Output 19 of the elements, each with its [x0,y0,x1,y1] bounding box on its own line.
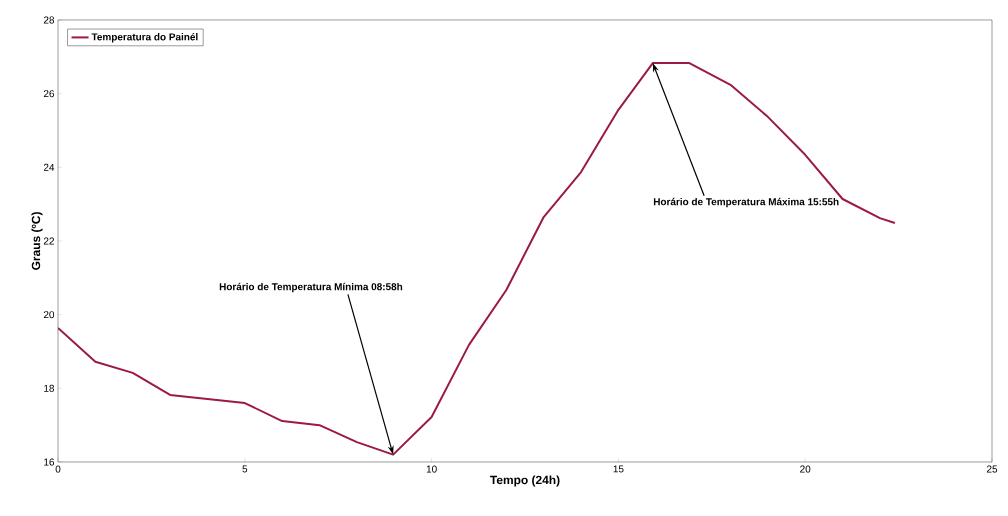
y-axis-title: Graus (ºC) [31,212,43,270]
y-tick-label: 26 [43,90,55,98]
x-axis-title: Tempo (24h) [490,475,560,487]
y-tick-label: 20 [43,311,55,319]
x-tick-label: 5 [242,465,248,473]
y-tick-label: 28 [43,16,55,24]
y-tick-label: 18 [44,384,55,392]
x-tick-label: 10 [426,465,437,473]
annotation: Horário de Temperatura Máxima 15:55h [653,197,839,208]
y-tick-label: 24 [43,163,55,171]
y-tick-label: 16 [44,458,55,466]
y-tick-label: 22 [43,237,54,245]
line-series [58,62,896,456]
annotation: Horário de Temperatura Mínima 08:58h [219,282,403,293]
x-tick-label: 15 [613,465,624,473]
x-tick-label: 25 [986,465,998,473]
x-tick-label: 0 [55,465,61,473]
x-tick-label: 20 [800,465,811,473]
legend-label: Temperatura do Painél [91,33,198,43]
